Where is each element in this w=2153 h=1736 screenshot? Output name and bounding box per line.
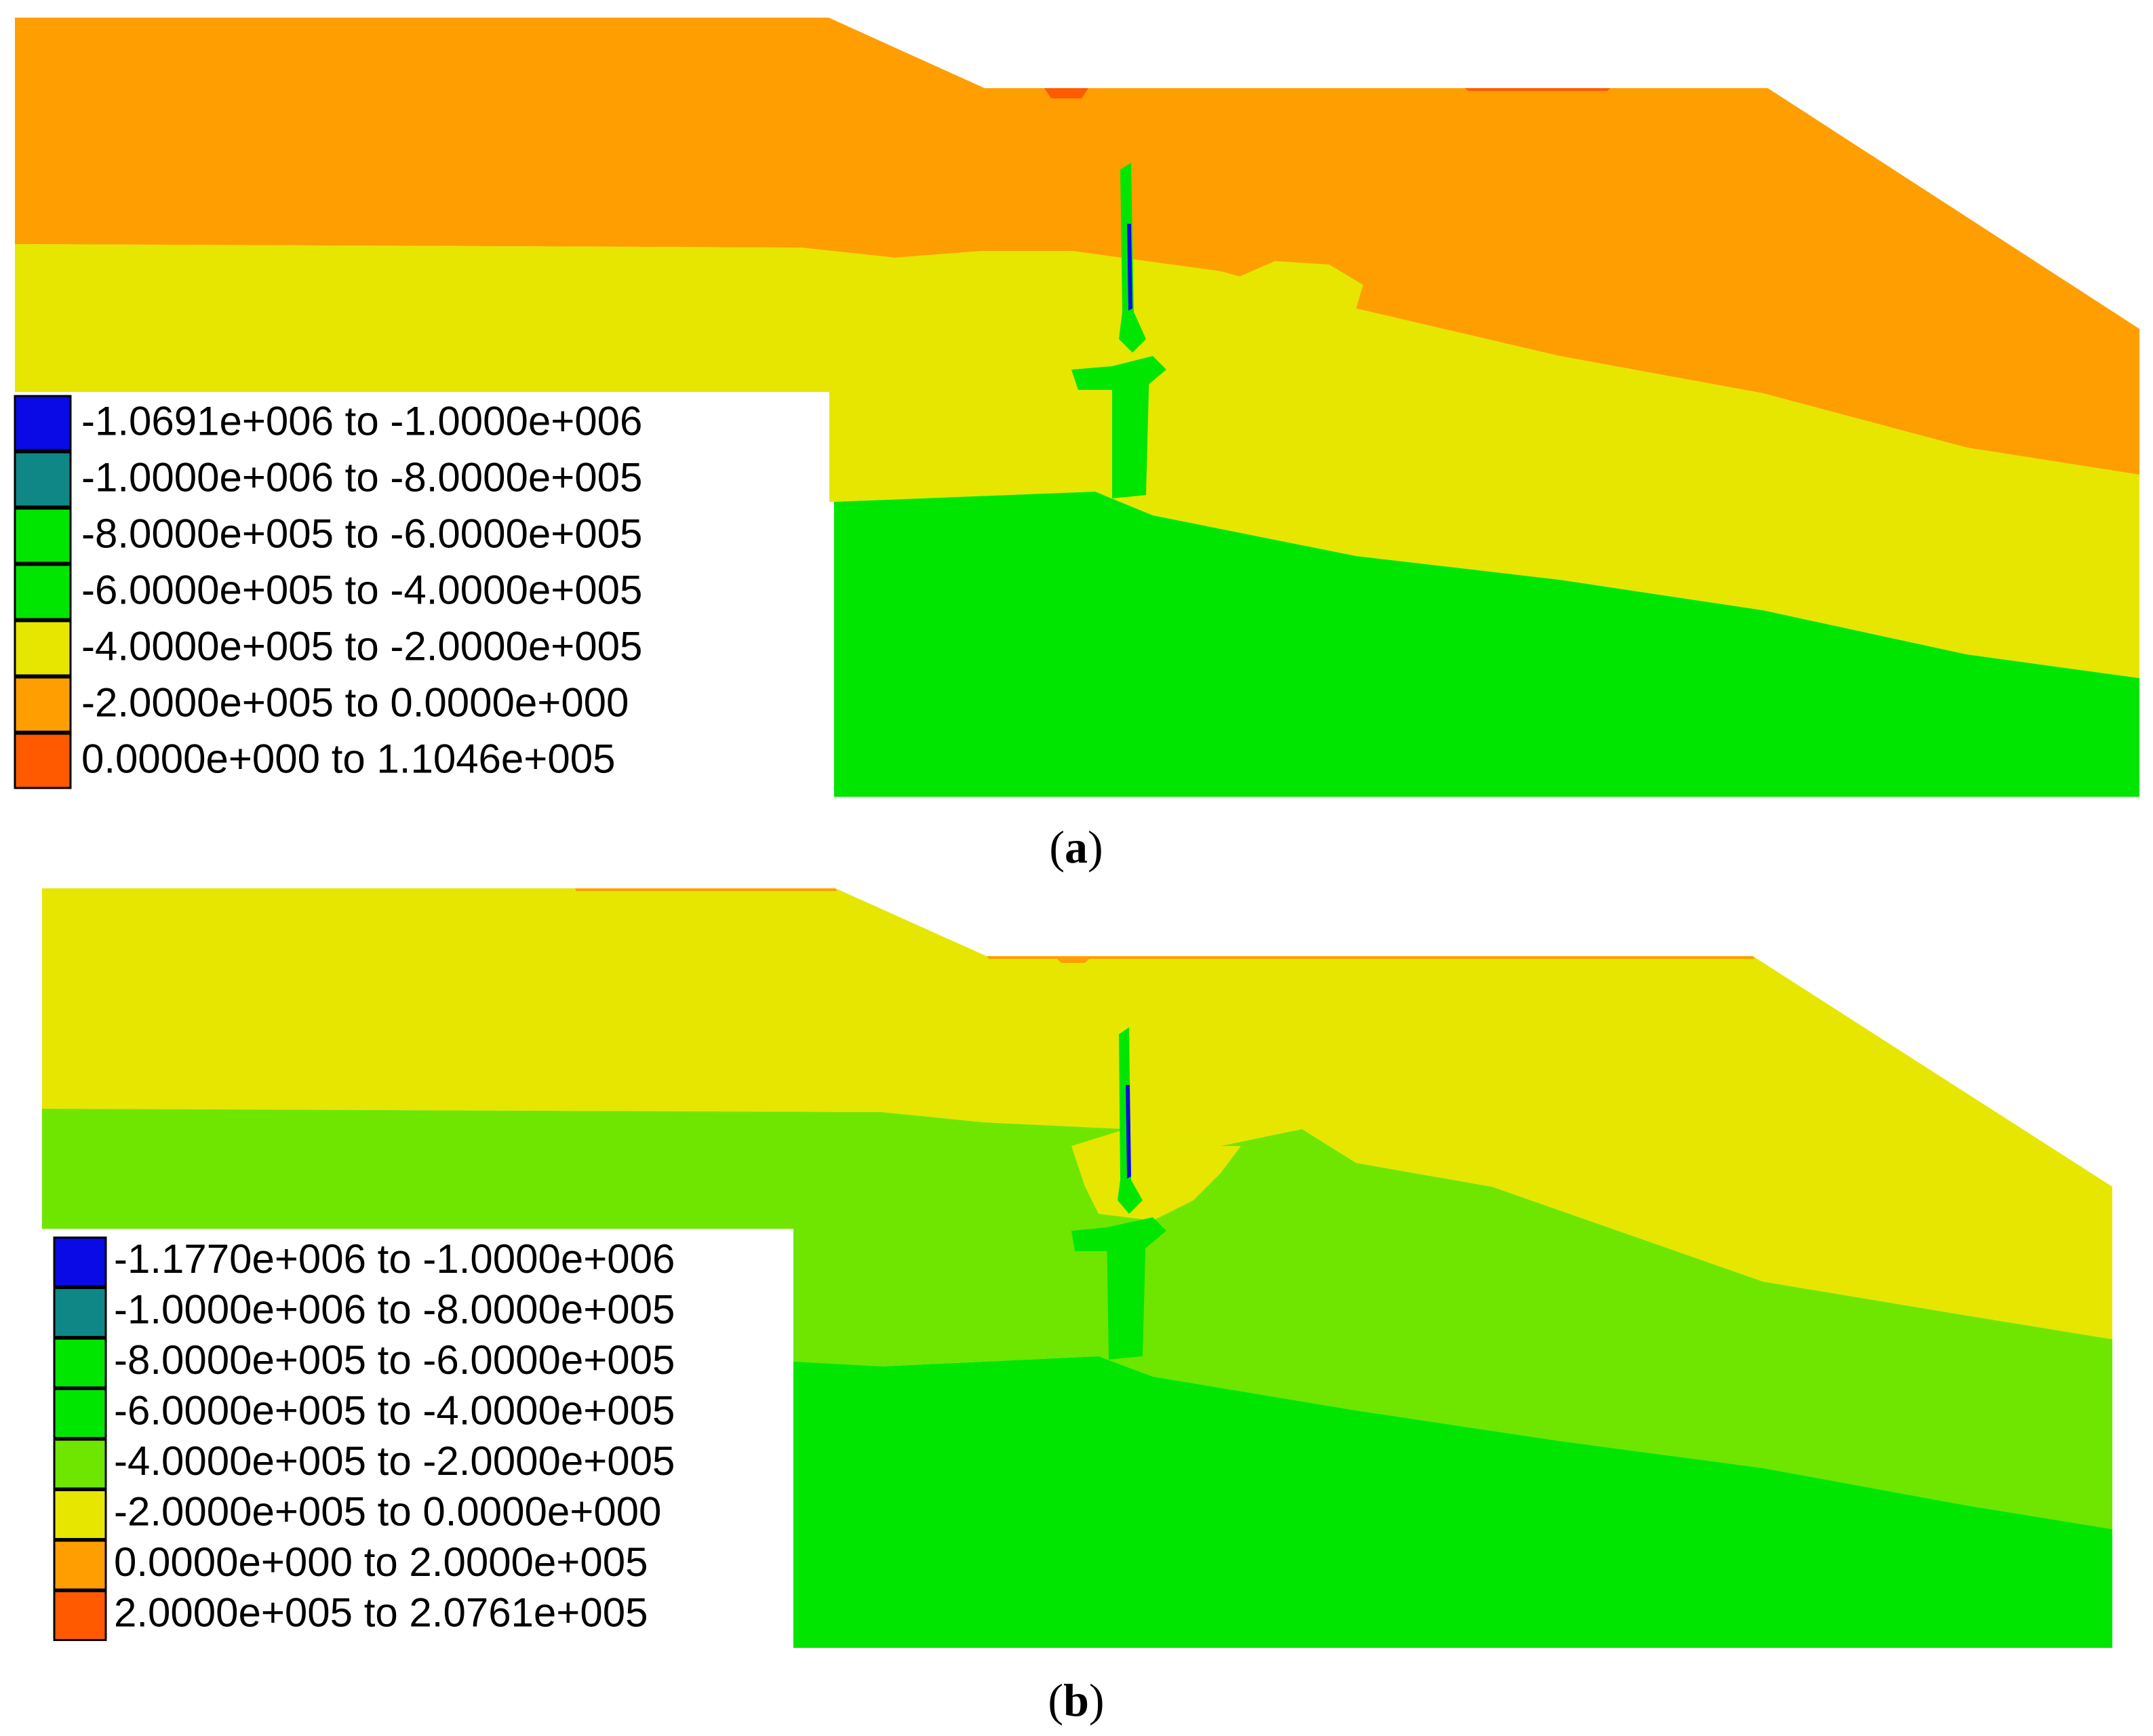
legend-swatch <box>14 507 72 564</box>
legend-swatch <box>53 1438 107 1490</box>
fault-trunk <box>1107 1227 1146 1360</box>
legend-label: 2.0000e+005 to 2.0761e+005 <box>114 1590 648 1635</box>
legend-label: -2.0000e+005 to 0.0000e+000 <box>114 1488 661 1534</box>
legend-swatch <box>53 1388 107 1439</box>
surface-tension-spot <box>1044 88 1088 98</box>
legend-swatch <box>14 732 72 789</box>
legend-label: -4.0000e+005 to -2.0000e+005 <box>114 1438 675 1484</box>
legend-label: -2.0000e+005 to 0.0000e+000 <box>81 680 629 726</box>
legend-label: -4.0000e+005 to -2.0000e+005 <box>81 624 642 669</box>
legend-label: -6.0000e+005 to -4.0000e+005 <box>114 1387 675 1433</box>
legend-swatch <box>53 1337 107 1389</box>
legend-label: -1.0691e+006 to -1.0000e+006 <box>81 399 642 444</box>
fault-branches <box>1071 1217 1166 1251</box>
fault-spike <box>1119 163 1146 353</box>
fault-spike-core <box>1126 1085 1131 1179</box>
contour-zone-middle <box>15 244 2139 678</box>
legend-swatch <box>53 1287 107 1338</box>
legend-box <box>12 392 829 799</box>
legend-box <box>42 1229 793 1649</box>
surface-tension-strip <box>1465 88 1611 91</box>
legend-swatch <box>53 1489 107 1540</box>
contour-zone-lower <box>834 492 2139 797</box>
contour-zone-upper <box>42 888 2112 1339</box>
legend-swatch <box>14 676 72 733</box>
contour-zone-middle <box>42 1109 2112 1529</box>
panel-caption: (a) <box>1049 821 1103 873</box>
surface-tension-strip <box>575 888 837 891</box>
legend-label: -1.0000e+006 to -8.0000e+005 <box>81 455 642 500</box>
legend-swatch <box>14 451 72 508</box>
legend-swatch <box>53 1236 107 1288</box>
surface-tension-strip <box>987 956 1755 959</box>
fault-spike-core <box>1127 224 1132 311</box>
legend-swatch <box>14 564 72 620</box>
legend-label: -1.1770e+006 to -1.0000e+006 <box>114 1236 675 1282</box>
contour-zone-upper <box>15 18 2139 475</box>
legend-label: -6.0000e+005 to -4.0000e+005 <box>81 568 642 613</box>
panel-a: -1.0691e+006 to -1.0000e+006 -1.0000e+006… <box>12 18 2139 873</box>
uplift-region <box>1071 1129 1241 1221</box>
legend: -1.0691e+006 to -1.0000e+006 -1.0000e+006… <box>14 395 642 789</box>
legend-label: -1.0000e+006 to -8.0000e+005 <box>114 1286 675 1332</box>
legend-label: 0.0000e+000 to 1.1046e+005 <box>81 736 615 782</box>
legend-swatch <box>14 395 72 452</box>
contour-zone-lower <box>793 1356 2112 1648</box>
panel-caption: (b) <box>1048 1674 1104 1726</box>
contour-plot-a <box>15 18 2139 797</box>
legend-label: -8.0000e+005 to -6.0000e+005 <box>114 1337 675 1383</box>
legend: -1.1770e+006 to -1.0000e+006-1.0000e+006… <box>53 1236 675 1641</box>
fault-branches <box>1071 356 1166 390</box>
panel-b: -1.1770e+006 to -1.0000e+006-1.0000e+006… <box>42 888 2112 1726</box>
legend-swatch <box>53 1539 107 1591</box>
legend-swatch <box>14 620 72 677</box>
legend-label: 0.0000e+000 to 2.0000e+005 <box>114 1539 648 1585</box>
legend-label: -8.0000e+005 to -6.0000e+005 <box>81 511 642 557</box>
uplift-region <box>1017 251 1363 359</box>
fault-trunk <box>1112 366 1149 498</box>
legend-swatch <box>53 1590 107 1641</box>
contour-plot-b <box>42 888 2112 1648</box>
